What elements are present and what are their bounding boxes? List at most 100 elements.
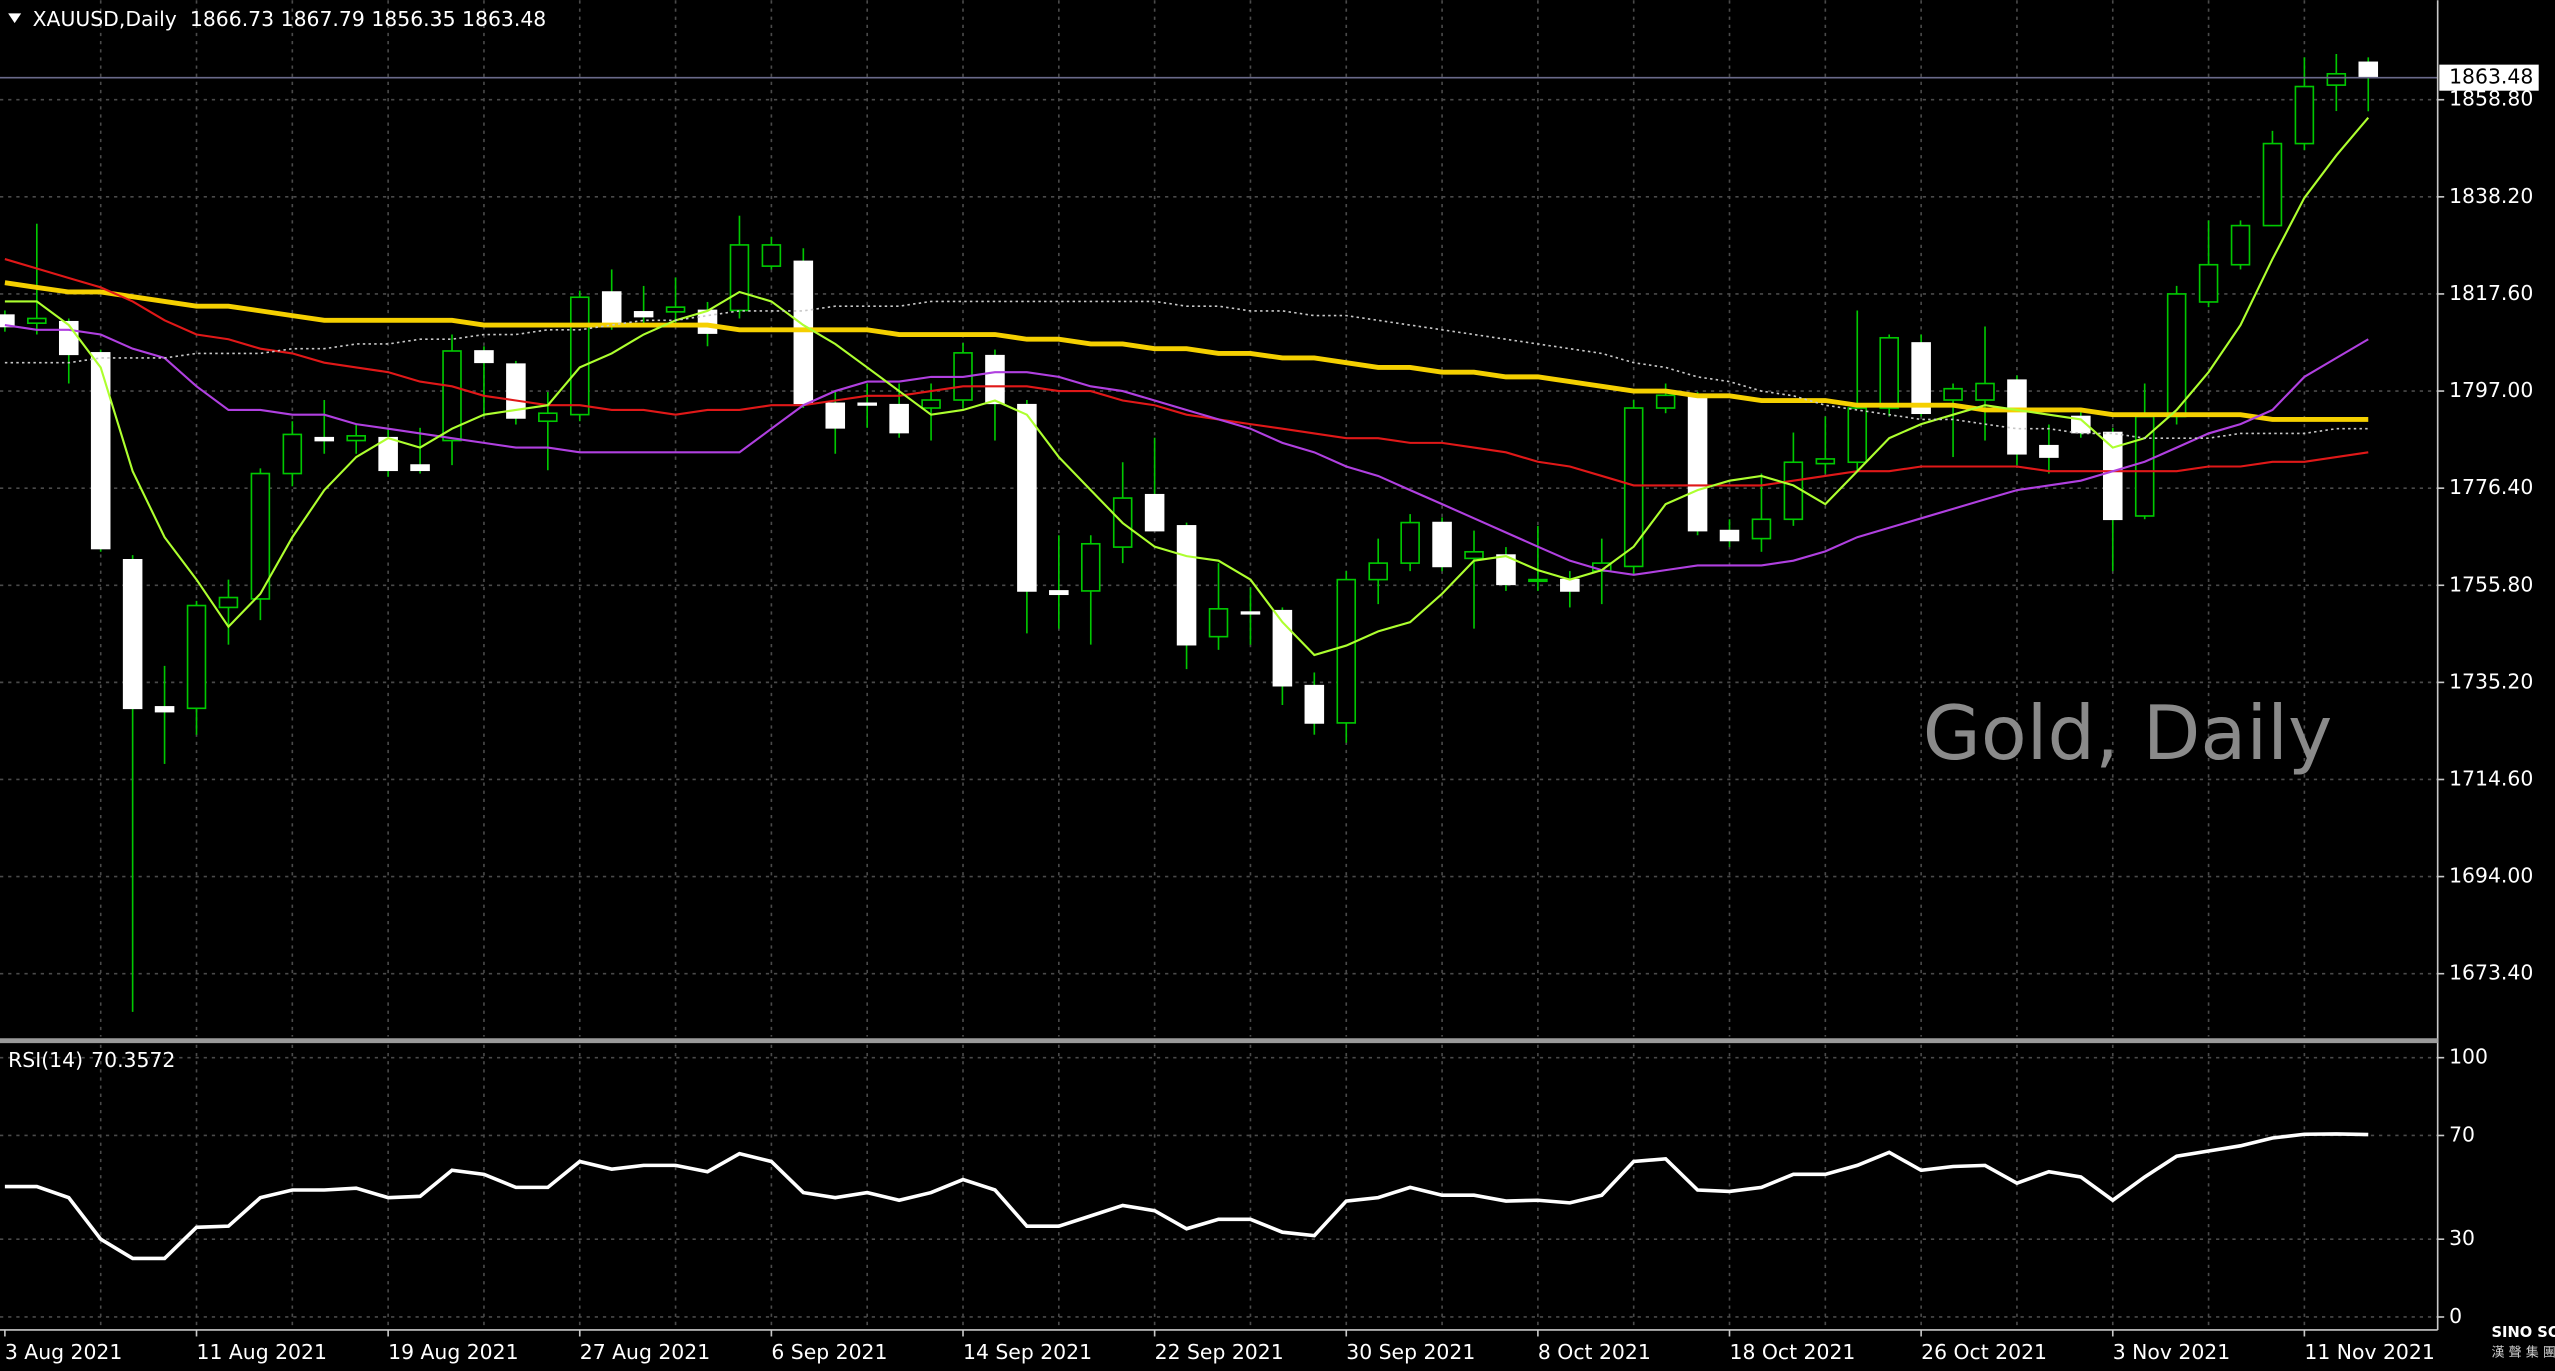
moving-average	[4, 258, 2369, 487]
candle-body	[985, 354, 1005, 405]
candle-body	[2102, 431, 2123, 521]
rsi-header: RSI(14) 70.3572	[8, 1048, 175, 1072]
logo-name: SINO SOUND	[2491, 1324, 2555, 1341]
x-tick-label: 18 Oct 2021	[1730, 1340, 1856, 1364]
candle-body	[825, 402, 846, 429]
x-tick-label: 8 Oct 2021	[1538, 1340, 1651, 1364]
candle-body	[2166, 293, 2187, 418]
candle-body	[1687, 395, 1708, 532]
candle-body	[1911, 342, 1931, 415]
candle-body	[665, 306, 686, 313]
marks	[0, 54, 2438, 1261]
candle-body	[2294, 85, 2315, 145]
y-tick-label: 1797.00	[2449, 378, 2533, 402]
candle-body	[442, 350, 462, 442]
x-tick-label: 3 Nov 2021	[2113, 1340, 2230, 1364]
candle-body	[1464, 550, 1484, 560]
y-tick-label: 30	[2449, 1226, 2475, 1250]
candle-body	[889, 403, 909, 434]
candle-body	[218, 596, 239, 609]
y-tick-label: 1694.00	[2449, 864, 2533, 888]
collapse-arrow	[8, 13, 22, 24]
x-tick-label: 11 Nov 2021	[2304, 1340, 2434, 1364]
high-value: 1867.79	[281, 7, 365, 31]
candle-body	[2358, 61, 2379, 79]
candle-body	[2230, 224, 2251, 266]
candle-body	[1368, 562, 1388, 581]
candle-body	[1304, 684, 1325, 724]
candle-body	[346, 435, 366, 442]
candle-body	[90, 352, 111, 550]
candle-body	[1655, 394, 1676, 409]
candle-body	[1176, 525, 1197, 646]
candle-body	[1623, 407, 1644, 568]
candle-body	[633, 311, 654, 318]
candle-body	[1975, 382, 1995, 401]
candle-body	[2039, 444, 2059, 458]
candle-body	[601, 291, 622, 328]
y-tick-label: 0	[2449, 1304, 2462, 1328]
x-tick-label: 27 Aug 2021	[580, 1340, 710, 1364]
candle-body	[1208, 608, 1229, 638]
x-tick-label: 26 Oct 2021	[1921, 1340, 2047, 1364]
candle-body	[1783, 461, 1804, 521]
x-tick-label: 14 Sep 2021	[963, 1340, 1092, 1364]
y-tick-label: 1776.40	[2449, 475, 2533, 499]
candle-body	[250, 472, 271, 600]
y-tick-label: 1817.60	[2449, 281, 2533, 305]
candle-body	[474, 350, 494, 364]
y-tick-label: 1673.40	[2449, 961, 2533, 985]
x-tick-label: 11 Aug 2021	[197, 1340, 327, 1364]
candle-body	[793, 260, 814, 405]
x-tick-label: 3 Aug 2021	[5, 1340, 122, 1364]
x-tick-label: 22 Sep 2021	[1155, 1340, 1284, 1364]
candle-body	[1049, 590, 1069, 596]
candle-body	[2198, 263, 2219, 303]
low-value: 1856.35	[371, 7, 455, 31]
moving-average	[4, 324, 2369, 576]
rsi-value: 70.3572	[91, 1048, 175, 1072]
candle-body	[1815, 458, 1836, 465]
logo-subtitle: 漢 聲 集 團	[2491, 1344, 2555, 1360]
candle-body	[1847, 407, 1868, 464]
candle-body	[282, 433, 303, 475]
candle-body	[154, 706, 175, 713]
candle-body	[0, 314, 15, 328]
candle-body	[1943, 387, 1963, 401]
candle-body	[538, 412, 558, 423]
moving-average	[4, 116, 2370, 657]
candle-body	[1080, 542, 1101, 592]
candle-body	[1017, 403, 1037, 592]
close-value: 1863.48	[462, 7, 546, 31]
x-tick-label: 30 Sep 2021	[1346, 1340, 1475, 1364]
y-tick-label: 1755.80	[2449, 572, 2533, 596]
candle-body	[2326, 72, 2347, 86]
candle-body	[1879, 336, 1899, 409]
rsi-line	[4, 1132, 2369, 1261]
symbol-title: XAUUSD,Daily	[33, 7, 177, 31]
moving-average	[4, 300, 2369, 439]
candle-body	[2262, 142, 2283, 227]
candle-body	[1240, 611, 1261, 615]
candle-body	[1336, 578, 1357, 724]
candle-body	[314, 436, 335, 442]
candle-body	[506, 363, 526, 419]
candle-body	[1560, 578, 1580, 592]
candle-body	[27, 317, 47, 324]
x-tick-label: 19 Aug 2021	[388, 1340, 518, 1364]
candle-body	[1272, 609, 1293, 687]
y-tick-label: 1714.60	[2449, 766, 2533, 790]
candle-body	[186, 604, 207, 710]
y-tick-label: 1735.20	[2449, 669, 2533, 693]
candle-body	[410, 464, 430, 472]
watermark: Gold, Daily	[1923, 689, 2333, 777]
candle-body	[122, 558, 143, 710]
candle-body	[1528, 578, 1548, 583]
price-tag-label: 1863.48	[2449, 65, 2533, 89]
candle-body	[1751, 518, 1772, 540]
labels: 3 Aug 2021 11 Aug 2021 19 Aug 2021 27 Aug 2…	[4, 64, 2539, 1364]
y-tick-label: 100	[2449, 1045, 2488, 1069]
y-tick-label: 1858.80	[2449, 87, 2533, 111]
candle-body	[1719, 529, 1740, 542]
